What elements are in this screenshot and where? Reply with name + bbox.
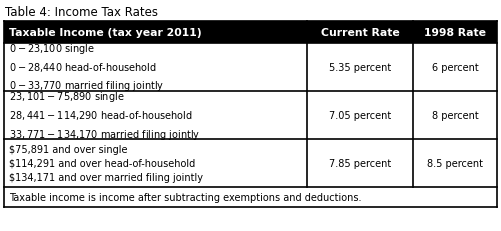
Text: 5.35 percent: 5.35 percent: [329, 63, 391, 73]
Text: 7.05 percent: 7.05 percent: [329, 110, 391, 121]
Bar: [4, 22, 307, 44]
Text: 1998 Rate: 1998 Rate: [424, 28, 486, 38]
Bar: [307, 22, 413, 44]
Text: Table 4: Income Tax Rates: Table 4: Income Tax Rates: [5, 6, 158, 19]
Bar: [4, 139, 307, 187]
Bar: [413, 44, 497, 92]
Text: 7.85 percent: 7.85 percent: [329, 158, 391, 168]
Text: 8.5 percent: 8.5 percent: [427, 158, 483, 168]
Text: $23,101 - $75,890 single
$28,441 - $114,290 head-of-household
$33,771 - $134,170: $23,101 - $75,890 single $28,441 - $114,…: [9, 90, 200, 141]
Bar: [307, 92, 413, 139]
Text: Taxable income is income after subtracting exemptions and deductions.: Taxable income is income after subtracti…: [9, 192, 362, 202]
Bar: [307, 139, 413, 187]
Bar: [307, 44, 413, 92]
Bar: [4, 187, 497, 207]
Text: Current Rate: Current Rate: [321, 28, 400, 38]
Text: 6 percent: 6 percent: [432, 63, 478, 73]
Bar: [4, 44, 307, 92]
Text: 8 percent: 8 percent: [432, 110, 478, 121]
Bar: [4, 92, 307, 139]
Bar: [413, 139, 497, 187]
Text: $75,891 and over single
$114,291 and over head-of-household
$134,171 and over ma: $75,891 and over single $114,291 and ove…: [9, 144, 203, 182]
Text: $0 - $23,100 single
$0 - $28,440 head-of-household
$0 - $33,770 married filing j: $0 - $23,100 single $0 - $28,440 head-of…: [9, 42, 164, 93]
Text: Taxable Income (tax year 2011): Taxable Income (tax year 2011): [9, 28, 201, 38]
Bar: [413, 22, 497, 44]
Bar: [413, 92, 497, 139]
